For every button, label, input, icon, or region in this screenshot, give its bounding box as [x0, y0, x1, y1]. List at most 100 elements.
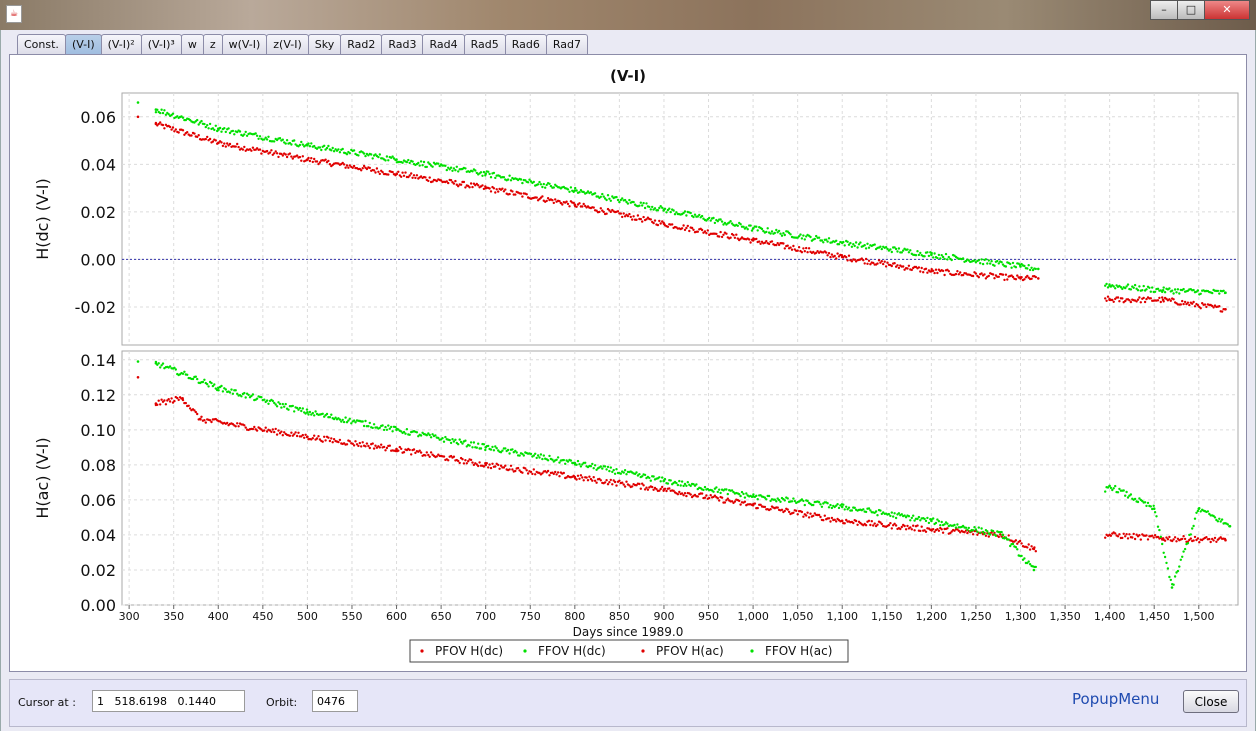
data-point — [946, 258, 949, 261]
data-point — [1034, 565, 1038, 569]
data-point — [893, 512, 896, 515]
data-point — [482, 170, 486, 174]
data-point — [718, 499, 721, 502]
data-point — [234, 145, 237, 148]
data-point — [283, 405, 286, 408]
data-point — [639, 487, 642, 490]
tab-14[interactable]: Rad7 — [545, 34, 588, 55]
data-point — [1138, 534, 1141, 537]
data-point — [471, 446, 474, 449]
data-point — [541, 195, 544, 198]
data-point — [722, 233, 725, 236]
x-tick-label: 500 — [297, 610, 318, 623]
tab-12[interactable]: Rad5 — [463, 34, 506, 55]
data-point — [414, 176, 417, 180]
data-point — [827, 237, 831, 240]
data-point — [894, 247, 898, 251]
data-point — [847, 254, 851, 257]
close-icon[interactable]: ✕ — [1204, 0, 1250, 20]
chart-svg[interactable]: (V-I)0.060.040.020.00-0.02H(dc) (V-I)0.1… — [10, 55, 1246, 671]
data-point — [206, 124, 209, 127]
data-point — [449, 441, 453, 445]
data-point — [462, 462, 466, 465]
data-point — [736, 224, 739, 227]
data-point — [561, 203, 564, 206]
data-point — [974, 528, 978, 531]
window-titlebar[interactable]: ☕ – □ ✕ — [0, 0, 1256, 30]
data-point — [595, 481, 598, 484]
data-point — [1179, 303, 1183, 306]
data-point — [451, 438, 454, 441]
data-point — [849, 241, 852, 245]
data-point — [323, 144, 326, 147]
data-point — [177, 398, 180, 402]
data-point — [765, 240, 768, 243]
data-point — [508, 174, 511, 177]
close-button[interactable]: Close — [1183, 690, 1239, 713]
data-point — [307, 413, 310, 416]
data-point — [903, 524, 906, 528]
data-point — [1129, 493, 1133, 496]
data-point — [293, 410, 296, 413]
data-point — [1139, 538, 1143, 541]
chart-panel: (V-I) 0.06 0.04 0.02 0.00 -0.02 H(dc) (V-I) 0.1… — [9, 54, 1247, 672]
minimize-icon[interactable]: – — [1150, 0, 1178, 20]
tab-11[interactable]: Rad4 — [422, 34, 465, 55]
data-point — [1159, 535, 1163, 538]
data-point — [984, 277, 988, 280]
data-point — [1030, 266, 1033, 269]
tab-5[interactable]: z — [202, 34, 223, 55]
data-point — [753, 502, 757, 505]
data-point — [1023, 557, 1026, 560]
data-point — [498, 467, 501, 470]
popup-menu-label[interactable]: PopupMenu — [1072, 690, 1160, 708]
data-point — [635, 484, 638, 487]
data-point — [442, 440, 446, 443]
data-point — [305, 408, 309, 411]
data-point — [566, 460, 570, 463]
data-point — [558, 200, 561, 203]
data-point — [1205, 305, 1208, 309]
data-point — [374, 153, 377, 156]
data-point — [238, 130, 242, 133]
data-point — [197, 123, 200, 126]
data-point — [986, 262, 989, 265]
cursor-field[interactable]: 1 518.6198 0.1440 — [92, 690, 245, 712]
data-point — [1011, 275, 1015, 279]
data-point — [812, 503, 815, 507]
data-point — [368, 446, 371, 450]
orbit-field[interactable]: 0476 — [312, 690, 358, 712]
data-point — [489, 448, 493, 451]
data-point — [655, 488, 658, 491]
data-point — [1030, 545, 1033, 548]
data-point — [1209, 540, 1212, 544]
x-tick-label: 600 — [386, 610, 407, 623]
data-point — [809, 235, 812, 239]
data-point — [479, 171, 483, 174]
tab-4[interactable]: w — [180, 34, 204, 55]
tab-3[interactable]: (V-I)³ — [140, 34, 182, 55]
data-point — [575, 463, 578, 466]
tab-10[interactable]: Rad3 — [381, 34, 424, 55]
tab-2[interactable]: (V-I)² — [100, 34, 142, 55]
tab-13[interactable]: Rad6 — [504, 34, 547, 55]
data-point — [990, 260, 993, 263]
tab-7[interactable]: z(V-I) — [266, 34, 309, 55]
tab-1[interactable]: (V-I) — [64, 34, 102, 55]
data-point — [909, 249, 912, 252]
maximize-icon[interactable]: □ — [1177, 0, 1205, 20]
tab-0[interactable]: Const. — [17, 34, 66, 55]
data-point — [943, 273, 946, 277]
data-point — [769, 232, 772, 235]
tab-8[interactable]: Sky — [307, 34, 342, 55]
data-point — [381, 171, 384, 174]
data-point — [1122, 489, 1125, 492]
data-point — [713, 221, 717, 225]
data-point — [983, 532, 986, 536]
tab-6[interactable]: w(V-I) — [221, 34, 268, 55]
data-point — [783, 233, 786, 237]
data-point — [705, 494, 708, 497]
data-point — [795, 509, 798, 512]
top-ylabel: H(dc) (V-I) — [33, 178, 52, 260]
tab-9[interactable]: Rad2 — [340, 34, 383, 55]
